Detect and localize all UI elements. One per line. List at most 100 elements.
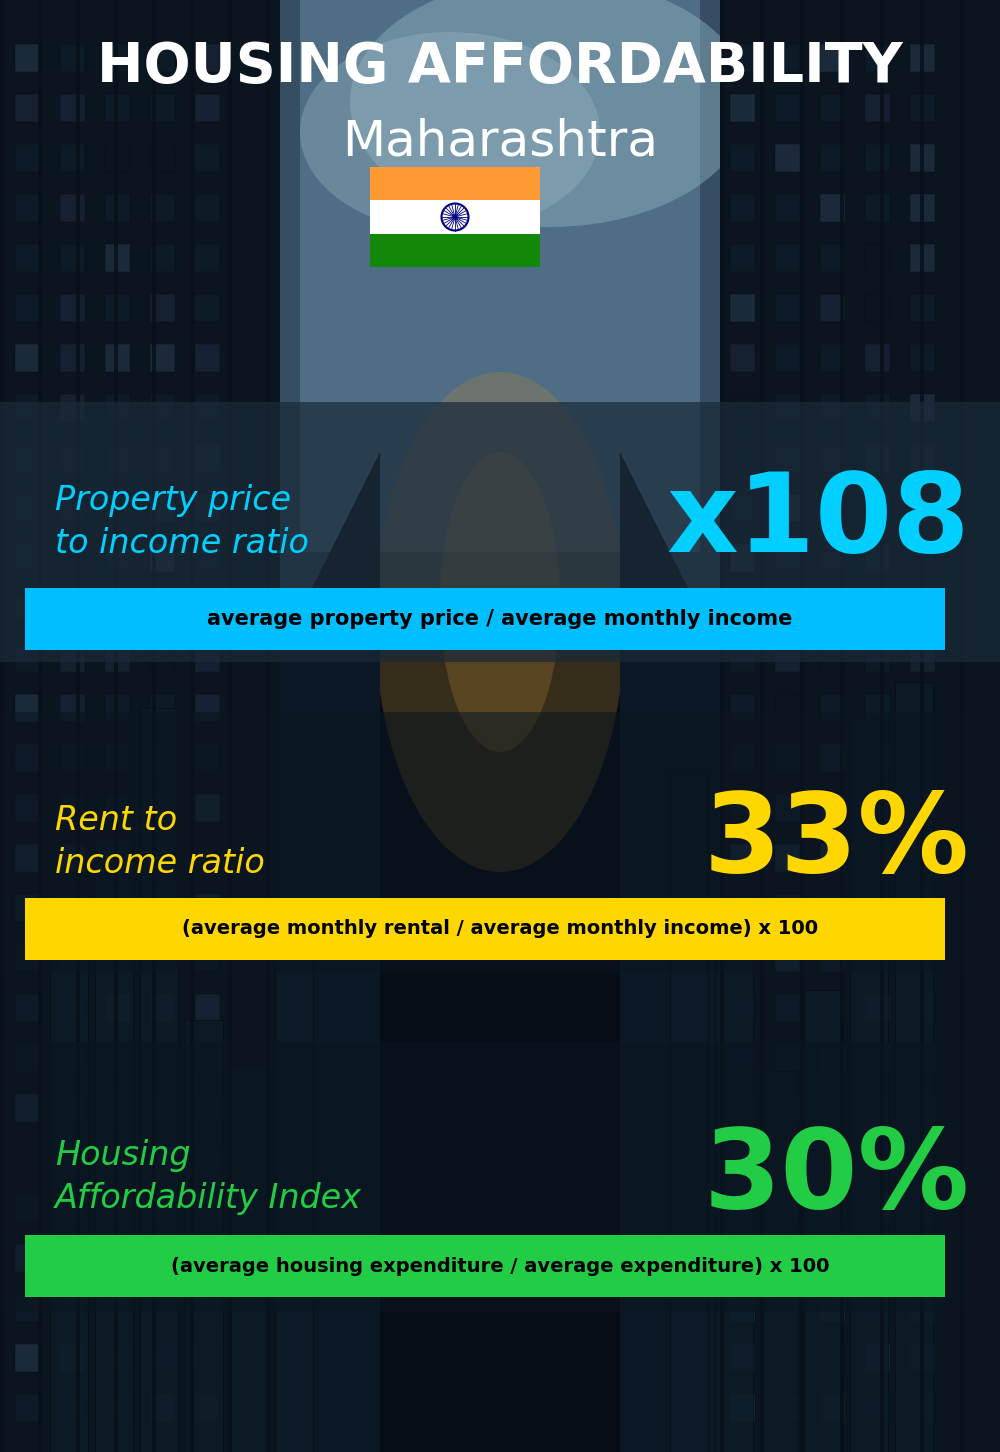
Bar: [865, 743, 890, 772]
Bar: [730, 1294, 755, 1321]
Bar: [865, 544, 890, 572]
Bar: [195, 944, 220, 971]
Bar: [775, 1144, 800, 1172]
Bar: [266, 0, 270, 1452]
Bar: [820, 444, 845, 472]
Bar: [60, 444, 85, 472]
Bar: [760, 682, 798, 1452]
Bar: [105, 494, 130, 523]
Bar: [730, 743, 755, 772]
Bar: [775, 1345, 800, 1372]
Bar: [195, 995, 220, 1022]
Bar: [150, 344, 175, 372]
Bar: [775, 894, 800, 922]
Bar: [775, 1194, 800, 1223]
Bar: [152, 0, 156, 1452]
Bar: [15, 1345, 40, 1372]
Bar: [775, 244, 800, 272]
Bar: [730, 944, 755, 971]
Bar: [775, 44, 800, 73]
Text: 30%: 30%: [704, 1124, 970, 1230]
Bar: [910, 344, 935, 372]
Bar: [865, 195, 890, 222]
Bar: [150, 694, 175, 722]
Bar: [150, 44, 175, 73]
Bar: [820, 694, 845, 722]
Bar: [820, 1294, 845, 1321]
Bar: [15, 293, 40, 322]
Bar: [60, 494, 85, 523]
Bar: [820, 1044, 845, 1072]
Bar: [730, 645, 755, 672]
Bar: [670, 1096, 708, 1452]
Bar: [15, 195, 40, 222]
Bar: [105, 44, 130, 73]
Bar: [150, 1394, 175, 1422]
Bar: [150, 1144, 175, 1172]
Bar: [775, 1244, 800, 1272]
Bar: [150, 494, 175, 523]
Bar: [865, 894, 890, 922]
Ellipse shape: [350, 0, 750, 227]
Bar: [775, 544, 800, 572]
Bar: [60, 1394, 85, 1422]
Bar: [910, 544, 935, 572]
Bar: [730, 1244, 755, 1272]
Bar: [730, 44, 755, 73]
Bar: [190, 0, 194, 1452]
Bar: [865, 44, 890, 73]
Bar: [730, 995, 755, 1022]
Bar: [820, 894, 845, 922]
Bar: [865, 844, 890, 873]
Bar: [195, 844, 220, 873]
Bar: [715, 761, 753, 1452]
Bar: [850, 1083, 888, 1452]
Bar: [195, 1044, 220, 1072]
Bar: [60, 244, 85, 272]
Bar: [150, 743, 175, 772]
Bar: [865, 393, 890, 423]
Bar: [105, 244, 130, 272]
Bar: [60, 995, 85, 1022]
Bar: [114, 0, 118, 1452]
Bar: [800, 0, 804, 1452]
Bar: [820, 594, 845, 621]
Bar: [775, 694, 800, 722]
Bar: [775, 1093, 800, 1122]
Text: Maharashtra: Maharashtra: [342, 118, 658, 166]
Bar: [60, 1294, 85, 1321]
Bar: [960, 0, 964, 1452]
Bar: [865, 1294, 890, 1321]
Bar: [820, 293, 845, 322]
Bar: [60, 944, 85, 971]
Bar: [910, 1044, 935, 1072]
Bar: [195, 1144, 220, 1172]
Bar: [820, 144, 845, 171]
Text: (average monthly rental / average monthly income) x 100: (average monthly rental / average monthl…: [182, 919, 818, 938]
Bar: [60, 293, 85, 322]
Bar: [910, 144, 935, 171]
Bar: [195, 144, 220, 171]
Bar: [60, 544, 85, 572]
Bar: [895, 1012, 933, 1452]
Bar: [865, 1093, 890, 1122]
Bar: [730, 1394, 755, 1422]
Text: HOUSING AFFORDABILITY: HOUSING AFFORDABILITY: [97, 41, 903, 94]
Bar: [105, 544, 130, 572]
Bar: [820, 544, 845, 572]
Bar: [60, 44, 85, 73]
Bar: [105, 94, 130, 122]
Bar: [105, 894, 130, 922]
Bar: [275, 698, 313, 1452]
Bar: [105, 794, 130, 822]
Bar: [15, 144, 40, 171]
Bar: [910, 44, 935, 73]
Bar: [38, 0, 42, 1452]
Circle shape: [453, 215, 457, 219]
Bar: [60, 1345, 85, 1372]
Bar: [910, 944, 935, 971]
Bar: [195, 894, 220, 922]
Bar: [105, 1345, 130, 1372]
Bar: [105, 293, 130, 322]
Bar: [150, 244, 175, 272]
